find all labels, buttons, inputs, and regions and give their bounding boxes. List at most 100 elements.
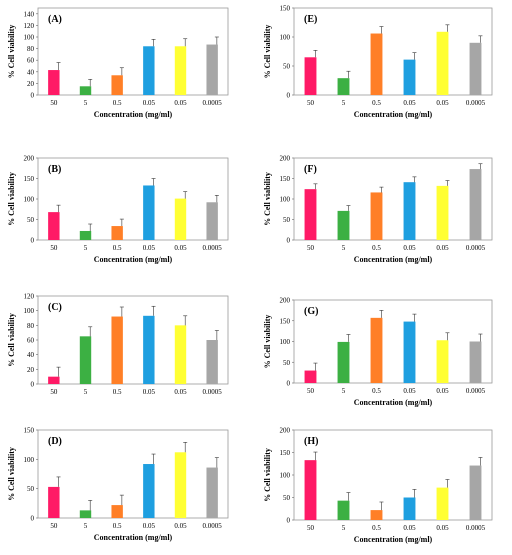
panel-a-x-tick-label-6: 0.0005 (203, 99, 223, 107)
panel-d-bar-3 (111, 505, 123, 518)
panel-f-bar-2 (337, 210, 350, 240)
panel-f-x-axis-title: Concentration (mg/ml) (354, 255, 433, 264)
panel-g-y-tick-label: 100 (280, 338, 291, 346)
panel-e-bar-4 (403, 59, 416, 95)
panel-d-bar-6 (206, 467, 218, 518)
panel-a-x-tick-label-5: 0.05 (174, 99, 187, 107)
panel-d-x-tick-label-3: 0.5 (113, 522, 122, 530)
panel-h-bar-5 (436, 487, 449, 520)
panel-f-y-tick-label: 0 (287, 237, 291, 245)
panel-h-y-tick-label: 100 (280, 472, 291, 480)
panel-c-bar-3 (111, 316, 123, 384)
panel-g-x-tick-label-6: 0.0005 (466, 387, 486, 395)
panel-a-plot-frame (37, 7, 229, 96)
panel-a-bar-1 (48, 70, 60, 95)
panel-b-x-tick-label-1: 50 (50, 244, 58, 252)
panel-c-y-tick-label: 100 (24, 307, 35, 315)
panel-h-bar-4 (403, 497, 416, 520)
panel-c-x-tick-label-2: 5 (84, 388, 88, 396)
panel-a-y-tick-label: 120 (24, 22, 35, 30)
panel-d-plot-frame (37, 429, 229, 519)
panel-a-y-axis-title: % Cell viability (7, 25, 16, 79)
panel-b-y-tick-label: 100 (24, 196, 35, 204)
panel-h-bar-6 (469, 465, 482, 520)
panel-d-y-tick-label: 0 (31, 515, 35, 523)
panel-h-bar-1 (304, 460, 317, 520)
panel-h-y-tick-label: 150 (280, 449, 291, 457)
panel-b-x-tick-label-2: 5 (84, 244, 88, 252)
panel-h-label: (H) (304, 436, 318, 447)
panel-a-x-tick-label-4: 0.05 (143, 99, 156, 107)
panel-f-plot-frame (293, 157, 493, 241)
panel-e-y-tick-label: 150 (280, 5, 291, 13)
panel-f-bar-4 (403, 182, 416, 240)
panel-g-bar-3 (370, 317, 383, 383)
panel-h-plot-frame (293, 429, 493, 521)
panel-f-x-tick-label-6: 0.0005 (466, 244, 486, 252)
panel-g-bar-2 (337, 341, 350, 383)
panel-b-x-tick-label-4: 0.05 (143, 244, 156, 252)
panel-e-x-tick-label-6: 0.0005 (466, 99, 486, 107)
panel-c-bar-2 (79, 336, 92, 384)
panel-e-y-tick-label: 100 (280, 34, 291, 42)
panel-b-plot-frame (37, 157, 229, 241)
panel-g-y-axis-title: % Cell viability (263, 315, 272, 369)
panel-g-bar-4 (403, 321, 416, 383)
panel-a-x-tick-label-2: 5 (84, 99, 88, 107)
panel-c-label: (C) (48, 302, 62, 313)
panel-d-x-tick-label-4: 0.05 (143, 522, 156, 530)
panel-c-plot-frame (37, 295, 229, 385)
panel-d-x-tick-label-6: 0.0005 (203, 522, 223, 530)
panel-e-plot-frame (293, 7, 493, 96)
panel-g-bar-6 (469, 341, 482, 383)
panel-a-y-tick-label: 100 (24, 34, 35, 42)
panel-a-bar-6 (206, 44, 218, 95)
panel-b-x-tick-label-3: 0.5 (113, 244, 122, 252)
panel-f-label: (F) (304, 164, 317, 175)
panel-c-bar-5 (174, 325, 187, 384)
panel-b-bar-2 (79, 230, 92, 240)
panel-f-x-tick-label-1: 50 (307, 244, 315, 252)
panel-g-label: (G) (304, 306, 318, 317)
panel-a-bar-2 (79, 86, 92, 95)
panel-c-y-tick-label: 120 (24, 293, 35, 301)
panel-e-y-tick-label: 0 (287, 92, 291, 100)
panel-d-y-tick-label: 150 (24, 427, 35, 435)
panel-b-y-tick-label: 150 (24, 175, 35, 183)
panel-b-y-axis-title: % Cell viability (7, 172, 16, 226)
panel-c-x-tick-label-1: 50 (50, 388, 58, 396)
panel-c-bar-1 (48, 376, 60, 384)
panel-d-bar-4 (143, 464, 155, 518)
panel-d-x-tick-label-2: 5 (84, 522, 88, 530)
panel-e-x-axis-title: Concentration (mg/ml) (354, 110, 433, 119)
panel-a-y-tick-label: 0 (31, 92, 35, 100)
panel-f-x-tick-label-3: 0.5 (372, 244, 381, 252)
panel-a-bar-5 (174, 46, 187, 95)
panel-d-label: (D) (48, 436, 62, 447)
panel-h-x-tick-label-3: 0.5 (372, 524, 381, 532)
panel-c-y-tick-label: 40 (27, 351, 35, 359)
panel-e-y-axis-title: % Cell viability (263, 25, 272, 79)
panel-b-bar-6 (206, 202, 218, 240)
panel-e-bar-5 (436, 31, 449, 96)
panel-g-plot-frame (293, 299, 493, 384)
panel-h-bar-2 (337, 500, 350, 520)
panel-a-y-tick-label: 40 (27, 68, 35, 76)
panel-e-label: (E) (304, 14, 317, 25)
panel-d-y-axis-title: % Cell viability (7, 447, 16, 501)
panel-b-x-tick-label-5: 0.05 (174, 244, 187, 252)
panel-h-y-axis-title: % Cell viability (263, 448, 272, 502)
panel-a-label: (A) (48, 14, 62, 25)
panel-h-y-tick-label: 200 (280, 427, 291, 435)
panel-a-y-tick-label: 20 (27, 80, 35, 88)
panel-c-y-tick-label: 80 (27, 322, 35, 330)
panel-g-y-tick-label: 0 (287, 380, 291, 388)
panel-a-y-tick-label: 60 (27, 57, 35, 65)
panel-c-x-tick-label-6: 0.0005 (203, 388, 223, 396)
panel-a-y-tick-label: 140 (24, 10, 35, 18)
panel-b-bar-4 (143, 185, 155, 240)
panel-b-x-tick-label-6: 0.0005 (203, 244, 223, 252)
panel-e-x-tick-label-2: 5 (342, 99, 346, 107)
